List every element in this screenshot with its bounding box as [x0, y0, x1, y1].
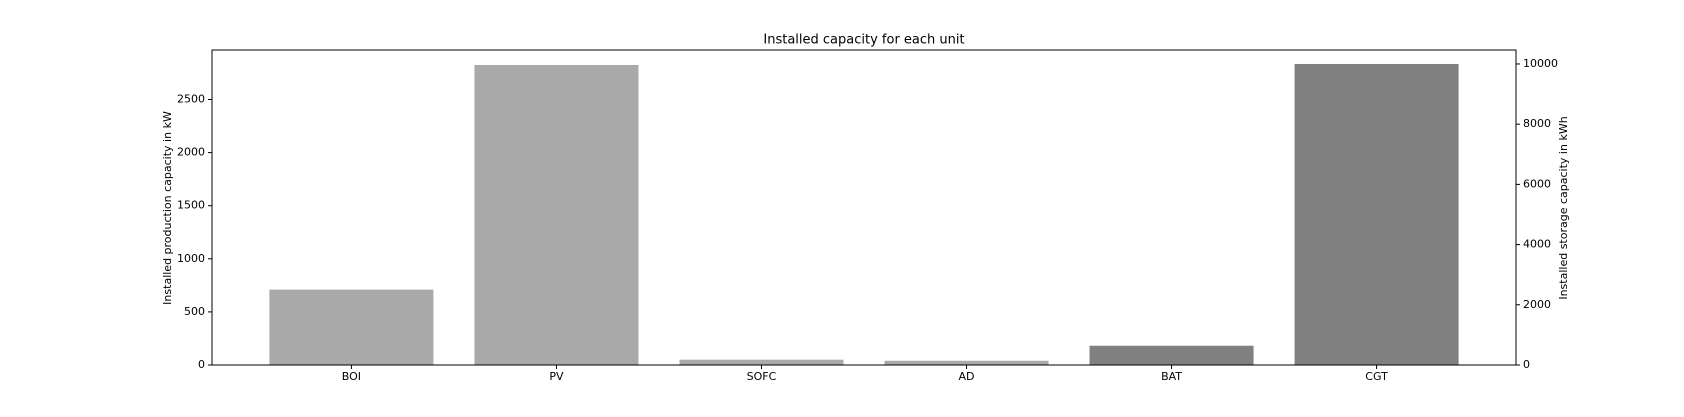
bar — [269, 289, 434, 365]
x-tick-label: BOI — [342, 370, 361, 383]
chart-title: Installed capacity for each unit — [763, 33, 964, 48]
bar — [884, 360, 1049, 365]
y-tick-label: 500 — [184, 305, 205, 318]
y2-tick-label: 8000 — [1523, 117, 1551, 130]
y-axis-label: Installed production capacity in kW — [161, 111, 174, 305]
bar — [679, 359, 844, 365]
y2-tick-label: 0 — [1523, 358, 1530, 371]
plot-frame — [211, 49, 1517, 366]
y-tick-label: 1500 — [177, 199, 205, 212]
bar — [1089, 345, 1254, 365]
bar — [1294, 63, 1459, 365]
y-tick-label: 0 — [198, 358, 205, 371]
x-tick-label: BAT — [1161, 370, 1182, 383]
y2-tick-label: 10000 — [1523, 57, 1558, 70]
x-tick-label: PV — [549, 370, 564, 383]
y2-tick-label: 6000 — [1523, 177, 1551, 190]
y-tick-label: 2000 — [177, 146, 205, 159]
x-tick-label: AD — [959, 370, 975, 383]
x-tick-label: SOFC — [747, 370, 777, 383]
y2-tick-label: 4000 — [1523, 238, 1551, 251]
x-tick-label: CGT — [1365, 370, 1388, 383]
y-tick-label: 2500 — [177, 92, 205, 105]
bar — [474, 64, 639, 365]
y2-tick-label: 2000 — [1523, 298, 1551, 311]
y-tick-label: 1000 — [177, 252, 205, 265]
y2-axis-label: Installed storage capacity in kWh — [1557, 116, 1570, 299]
